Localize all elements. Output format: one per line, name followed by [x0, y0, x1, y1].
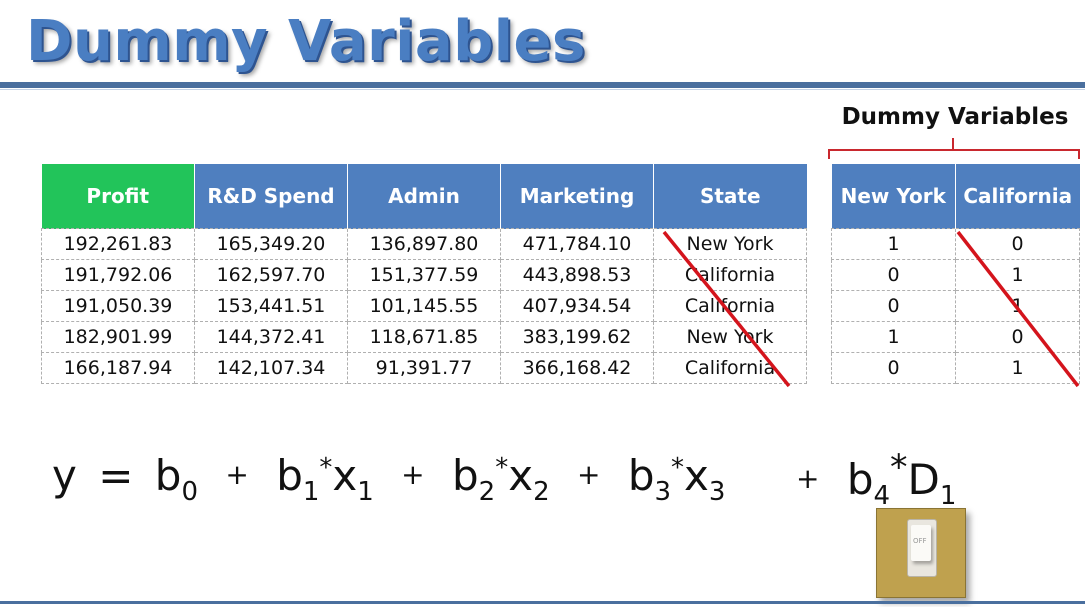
dummy-term: + b4*D1	[796, 438, 956, 526]
eq-b4-sub: 4	[873, 481, 891, 511]
slide-title: Dummy Variables	[26, 9, 586, 74]
eq-b0-sub: 0	[181, 477, 198, 507]
eq-plus-1: +	[225, 458, 249, 491]
eq-star-4: *	[890, 448, 908, 488]
eq-b3-sub: 3	[654, 477, 672, 507]
dummy-table: New York California 1 0 0 1 0 1 1 0 0 1	[831, 164, 1080, 384]
cell-admin: 118,671.85	[347, 321, 501, 353]
eq-star-3: *	[671, 453, 685, 483]
header-new-york: New York	[831, 164, 956, 229]
eq-b2-sub: 2	[478, 477, 496, 507]
cell-profit: 182,901.99	[41, 321, 195, 353]
cell-admin: 151,377.59	[347, 259, 501, 291]
cell-admin: 136,897.80	[347, 228, 501, 260]
header-california: California	[955, 164, 1080, 229]
table-row: 166,187.94 142,107.34 91,391.77 366,168.…	[41, 352, 807, 384]
table-row: 182,901.99 144,372.41 118,671.85 383,199…	[41, 321, 807, 353]
header-marketing: Marketing	[500, 164, 654, 229]
cell-new-york: 1	[831, 228, 956, 260]
cell-admin: 101,145.55	[347, 290, 501, 322]
eq-b1: b	[276, 451, 303, 500]
eq-b3: b	[627, 451, 655, 500]
eq-x1: x	[332, 451, 358, 500]
cell-rd-spend: 144,372.41	[194, 321, 348, 353]
eq-x2: x	[508, 451, 534, 500]
cell-state: New York	[653, 321, 807, 353]
cell-california: 0	[955, 321, 1080, 353]
cell-new-york: 1	[831, 321, 956, 353]
table-row: 1 0	[831, 321, 1080, 353]
cell-state: California	[653, 290, 807, 322]
cell-new-york: 0	[831, 259, 956, 291]
header-state: State	[653, 164, 807, 229]
eq-b2: b	[452, 451, 479, 500]
cell-marketing: 443,898.53	[500, 259, 654, 291]
bottom-divider	[0, 601, 1085, 604]
eq-equals: =	[98, 451, 134, 500]
cell-marketing: 407,934.54	[500, 290, 654, 322]
eq-d1: D	[907, 455, 940, 504]
table-row: 191,792.06 162,597.70 151,377.59 443,898…	[41, 259, 807, 291]
table-header-row: Profit R&D Spend Admin Marketing State	[41, 164, 807, 229]
cell-profit: 192,261.83	[41, 228, 195, 260]
cell-california: 1	[955, 259, 1080, 291]
cell-state: California	[653, 352, 807, 384]
cell-state: California	[653, 259, 807, 291]
regression-equation: y = b0 + b1*x1 + b2*x2 + b3*x3	[52, 438, 725, 522]
table-row: 0 1	[831, 259, 1080, 291]
title-divider	[0, 82, 1085, 88]
cell-marketing: 366,168.42	[500, 352, 654, 384]
table-row: 192,261.83 165,349.20 136,897.80 471,784…	[41, 228, 807, 260]
eq-b1-sub: 1	[302, 477, 320, 507]
eq-x3: x	[684, 451, 709, 500]
eq-d1-sub: 1	[939, 481, 957, 511]
eq-plus-4: +	[796, 462, 820, 495]
cell-california: 1	[955, 352, 1080, 384]
cell-new-york: 0	[831, 290, 956, 322]
eq-b0: b	[154, 451, 182, 500]
eq-plus-2: +	[401, 458, 425, 491]
cell-new-york: 0	[831, 352, 956, 384]
header-admin: Admin	[347, 164, 501, 229]
eq-y: y	[52, 451, 77, 500]
data-table: Profit R&D Spend Admin Marketing State 1…	[41, 164, 807, 384]
table-row: 0 1	[831, 352, 1080, 384]
cell-rd-spend: 142,107.34	[194, 352, 348, 384]
table-header-row: New York California	[831, 164, 1080, 229]
eq-x1-sub: 1	[357, 477, 374, 507]
cell-admin: 91,391.77	[347, 352, 501, 384]
switch-toggle	[911, 525, 931, 561]
table-row: 191,050.39 153,441.51 101,145.55 407,934…	[41, 290, 807, 322]
cell-profit: 191,792.06	[41, 259, 195, 291]
eq-star-2: *	[495, 453, 509, 483]
cell-california: 1	[955, 290, 1080, 322]
cell-profit: 166,187.94	[41, 352, 195, 384]
cell-rd-spend: 162,597.70	[194, 259, 348, 291]
table-row: 0 1	[831, 290, 1080, 322]
table-row: 1 0	[831, 228, 1080, 260]
cell-california: 0	[955, 228, 1080, 260]
header-rd-spend: R&D Spend	[194, 164, 348, 229]
cell-rd-spend: 165,349.20	[194, 228, 348, 260]
switch-off-label: OFF	[913, 537, 927, 545]
eq-x2-sub: 2	[533, 477, 550, 507]
eq-plus-3: +	[576, 458, 601, 491]
dummy-variables-heading: Dummy Variables	[841, 104, 1069, 130]
title-divider-highlight	[0, 89, 1085, 90]
cell-marketing: 383,199.62	[500, 321, 654, 353]
cell-profit: 191,050.39	[41, 290, 195, 322]
cell-rd-spend: 153,441.51	[194, 290, 348, 322]
eq-star-1: *	[319, 453, 333, 483]
dummy-bracket	[828, 138, 1080, 159]
cell-marketing: 471,784.10	[500, 228, 654, 260]
eq-b4: b	[846, 455, 874, 504]
light-switch-image: OFF	[876, 508, 966, 598]
cell-state: New York	[653, 228, 807, 260]
eq-x3-sub: 3	[708, 477, 726, 507]
header-profit: Profit	[41, 164, 195, 229]
